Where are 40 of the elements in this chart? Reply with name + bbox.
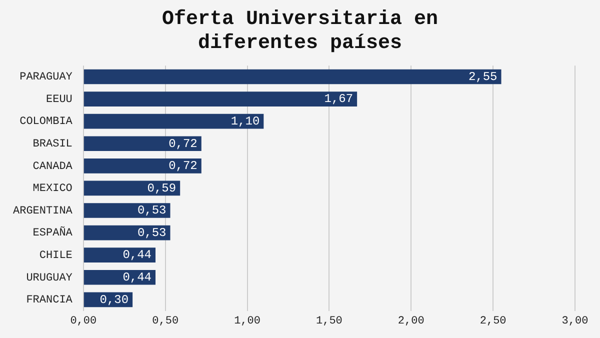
data-label: 0,30 — [100, 292, 129, 307]
bar — [84, 136, 202, 152]
data-label: 0,53 — [137, 204, 166, 218]
y-tick-label: BRASIL — [32, 138, 72, 151]
y-tick-label: FRANCIA — [26, 294, 73, 307]
y-tick-label: CHILE — [39, 250, 73, 262]
bar — [84, 69, 502, 84]
data-label: 0,72 — [168, 136, 198, 151]
data-label: 2,55 — [468, 70, 498, 84]
x-tick-label: 2,00 — [398, 315, 424, 328]
y-tick-label: PARAGUAY — [20, 72, 73, 84]
chart-title: Oferta Universitaria en diferentes países — [160, 8, 440, 56]
y-tick-label: CANADA — [32, 160, 73, 173]
y-tick-label: MEXICO — [32, 183, 73, 196]
y-tick-label: EEUU — [46, 94, 72, 106]
y-tick-label: ARGENTINA — [12, 205, 73, 218]
data-label: 0,72 — [168, 159, 198, 174]
data-label: 0,59 — [147, 181, 176, 196]
y-tick-label: URUGUAY — [26, 272, 73, 284]
data-label: 0,44 — [122, 270, 152, 285]
x-tick-label: 2,50 — [480, 315, 506, 328]
bar — [84, 158, 202, 174]
bar — [84, 180, 180, 196]
bar — [84, 248, 156, 262]
x-tick-label: 1,00 — [234, 315, 260, 328]
bar — [84, 92, 358, 106]
data-label: 1,67 — [324, 92, 354, 106]
bar — [84, 114, 264, 129]
x-tick-label: 1,50 — [316, 315, 342, 328]
y-tick-label: COLOMBIA — [20, 116, 73, 128]
y-tick-label: ESPAÑA — [32, 226, 73, 240]
x-tick-label: 0,50 — [152, 315, 179, 328]
bar — [84, 270, 156, 285]
data-label: 0,53 — [137, 226, 166, 240]
bar — [84, 203, 170, 218]
data-label: 0,44 — [122, 248, 152, 262]
data-label: 1,10 — [230, 114, 260, 128]
bar — [84, 225, 170, 240]
x-tick-label: 0,00 — [70, 315, 97, 328]
x-tick-label: 3,00 — [562, 315, 588, 328]
